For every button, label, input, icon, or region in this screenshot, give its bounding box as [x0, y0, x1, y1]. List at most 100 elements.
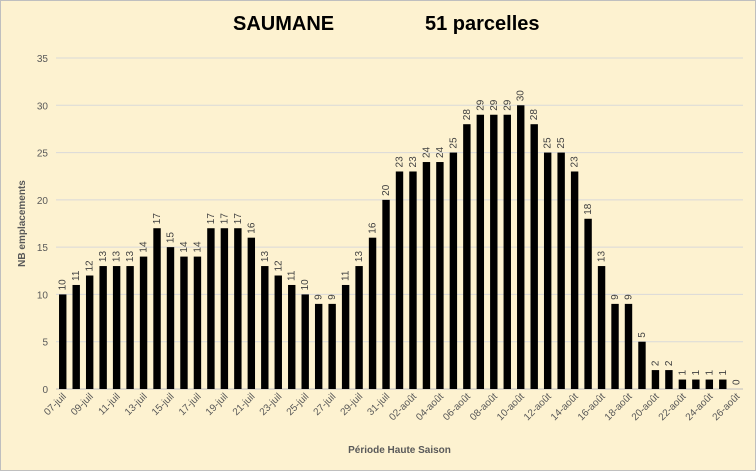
data-label: 1 [704, 370, 715, 376]
bar [503, 114, 511, 389]
bar [422, 162, 431, 389]
data-label: 29 [475, 99, 486, 111]
bar [719, 379, 727, 389]
bar [341, 284, 350, 389]
x-axis-title: Période Haute Saison [348, 445, 451, 456]
data-label: 11 [71, 270, 82, 281]
bar [382, 199, 390, 389]
x-tick-label: 23-juil [258, 391, 285, 418]
y-tick-label: 30 [37, 101, 49, 112]
x-tick-label: 13-juil [123, 391, 150, 418]
data-label: 13 [98, 250, 109, 262]
y-tick-label: 5 [42, 338, 48, 349]
x-tick-label: 17-juil [177, 391, 204, 418]
data-label: 2 [664, 360, 675, 366]
data-label: 2 [650, 360, 661, 366]
data-label: 13 [112, 250, 123, 262]
x-tick-label: 22-août [657, 391, 689, 423]
data-label: 16 [368, 222, 379, 234]
data-label: 5 [637, 332, 648, 338]
data-label: 10 [58, 279, 69, 291]
x-tick-label: 19-juil [204, 391, 231, 418]
x-tick-label: 02-août [387, 391, 419, 423]
bar [139, 256, 148, 389]
bar [543, 152, 552, 389]
bar [301, 294, 309, 389]
data-label: 30 [516, 90, 527, 102]
bar [288, 284, 296, 389]
bar [314, 303, 323, 389]
bar [651, 370, 660, 389]
bar [597, 266, 606, 389]
bar [247, 237, 256, 389]
bar [584, 218, 592, 389]
data-label: 1 [691, 370, 702, 376]
x-tick-label: 08-août [468, 391, 500, 423]
data-label: 0 [731, 379, 742, 385]
bar [517, 105, 525, 390]
data-label: 11 [341, 270, 352, 281]
y-axis-title: NB emplacements [17, 180, 28, 267]
bar [705, 379, 714, 389]
bar [328, 303, 336, 389]
data-label: 13 [354, 250, 365, 262]
bar [112, 266, 121, 389]
data-label: 14 [179, 241, 190, 253]
data-label: 24 [435, 146, 446, 158]
bar [99, 266, 107, 389]
x-tick-label: 14-août [549, 391, 581, 423]
data-label: 15 [166, 232, 177, 244]
data-label: 14 [192, 241, 203, 253]
bar [193, 256, 202, 389]
bar [207, 228, 215, 389]
bar [166, 247, 175, 389]
bar [126, 266, 134, 389]
data-label: 16 [246, 222, 257, 234]
data-label: 1 [718, 370, 729, 376]
data-label: 14 [139, 241, 150, 253]
bar [692, 379, 700, 389]
bar [530, 124, 538, 389]
x-tick-label: 04-août [414, 391, 446, 423]
data-label: 9 [610, 294, 621, 300]
data-label: 28 [462, 109, 473, 121]
bar [463, 124, 471, 389]
data-label: 23 [395, 156, 406, 168]
data-label: 23 [408, 156, 419, 168]
bar [180, 256, 188, 389]
data-label: 28 [529, 109, 540, 121]
data-label: 23 [570, 156, 581, 168]
data-label: 13 [260, 250, 271, 262]
bar [153, 228, 161, 389]
data-label: 12 [85, 260, 96, 272]
data-label: 24 [421, 146, 432, 158]
data-label: 25 [543, 137, 554, 149]
bar [59, 294, 67, 389]
x-tick-label: 29-juil [339, 391, 366, 418]
bar [395, 171, 404, 389]
bar [638, 341, 646, 389]
bar [490, 114, 498, 389]
data-label: 18 [583, 203, 594, 215]
x-tick-label: 10-août [495, 391, 527, 423]
y-tick-label: 25 [37, 149, 49, 160]
bar [409, 171, 417, 389]
bar [234, 228, 242, 389]
x-tick-label: 26-août [711, 391, 743, 423]
x-tick-label: 25-juil [285, 391, 312, 418]
chart-title-count: 51 parcelles [425, 13, 540, 35]
bar [570, 171, 579, 389]
x-tick-label: 21-juil [231, 391, 258, 418]
x-tick-label: 12-août [522, 391, 554, 423]
y-tick-label: 20 [37, 196, 49, 207]
data-label: 17 [206, 213, 217, 225]
bar [665, 370, 673, 389]
data-label: 9 [327, 294, 338, 300]
bar [220, 228, 229, 389]
y-tick-label: 10 [37, 290, 49, 301]
x-tick-label: 20-août [630, 391, 662, 423]
bar [274, 275, 282, 389]
bar [72, 284, 80, 389]
